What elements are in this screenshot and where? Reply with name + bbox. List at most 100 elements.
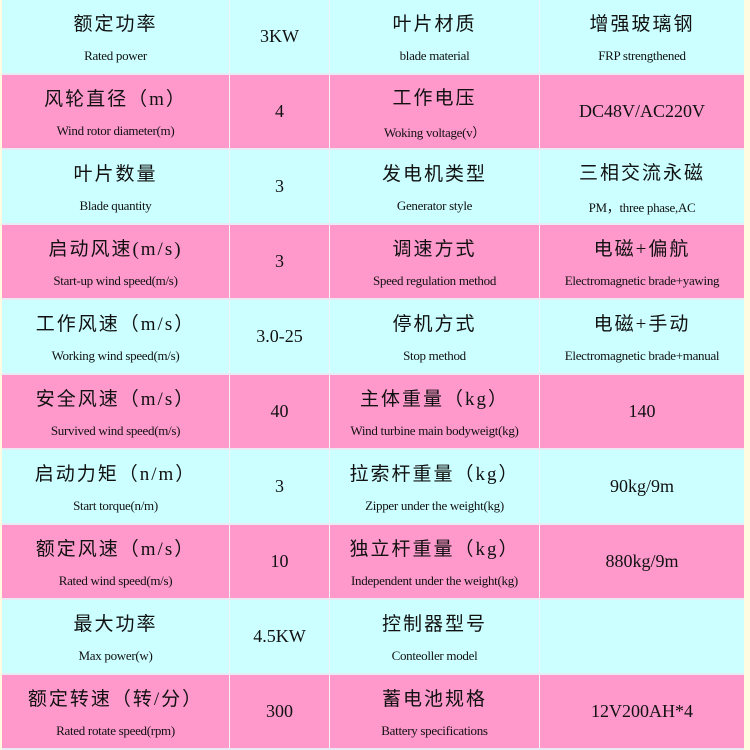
value-chinese: 三相交流永磁 bbox=[578, 162, 705, 184]
table-cell: 10 bbox=[230, 525, 330, 598]
table-row: 风轮直径（m） Wind rotor diameter(m) 4 工作电压 Woking… bbox=[2, 75, 744, 150]
table-cell: 启动力矩（n/m） Start torque(n/m) bbox=[2, 450, 230, 523]
table-cell: 工作电压 Woking voltage(v） bbox=[330, 75, 540, 148]
label-english: Wind rotor diameter(m) bbox=[56, 123, 175, 138]
table-row: 额定功率 Rated power 3KW 叶片材质 blade material 增强玻璃… bbox=[2, 0, 744, 75]
table-cell: 三相交流永磁 PM，three phase,AC bbox=[540, 150, 744, 223]
label-english: Blade quantity bbox=[79, 198, 152, 213]
table-cell bbox=[540, 600, 744, 673]
table-cell: 蓄电池规格 Battery specifications bbox=[330, 675, 540, 748]
label-english: Speed regulation method bbox=[372, 273, 497, 288]
table-cell: 最大功率 Max power(w) bbox=[2, 600, 230, 673]
label-english: Start-up wind speed(m/s) bbox=[53, 273, 178, 288]
label-chinese: 风轮直径（m） bbox=[44, 89, 187, 110]
table-cell: DC48V/AC220V bbox=[540, 75, 744, 148]
label-chinese: 额定转速（转/分） bbox=[27, 689, 204, 710]
value-english: 880kg/9m bbox=[605, 551, 679, 571]
label-chinese: 工作风速（m/s） bbox=[35, 314, 196, 335]
value-english: DC48V/AC220V bbox=[578, 101, 705, 121]
table-cell: 独立杆重量（kg） Independent under the weight(kg… bbox=[330, 525, 540, 598]
label-chinese: 额定功率 bbox=[73, 14, 158, 35]
value: 300 bbox=[266, 701, 293, 721]
label-english: Max power(w) bbox=[78, 648, 153, 663]
table-cell: 300 bbox=[230, 675, 330, 748]
label-chinese: 停机方式 bbox=[392, 314, 477, 335]
value: 40 bbox=[270, 401, 289, 421]
table-cell: 主体重量（kg） Wind turbine main bodyweigt(kg) bbox=[330, 375, 540, 448]
value: 3KW bbox=[260, 26, 299, 46]
table-cell: 880kg/9m bbox=[540, 525, 744, 598]
table-row: 启动风速(m/s) Start-up wind speed(m/s) 3 调速方式 Sp… bbox=[2, 225, 744, 300]
label-english: Woking voltage(v） bbox=[383, 124, 486, 140]
label-chinese: 最大功率 bbox=[73, 614, 158, 635]
label-english: Conteoller model bbox=[391, 648, 478, 663]
label-english: Rated power bbox=[84, 48, 147, 63]
table-cell: 12V200AH*4 bbox=[540, 675, 744, 748]
label-chinese: 控制器型号 bbox=[381, 614, 487, 635]
label-english: Survived wind speed(m/s) bbox=[50, 423, 181, 438]
value: 4 bbox=[275, 101, 284, 121]
label-chinese: 启动力矩（n/m） bbox=[34, 464, 197, 485]
table-cell: 4 bbox=[230, 75, 330, 148]
label-chinese: 启动风速(m/s) bbox=[48, 239, 183, 260]
table-cell: 90kg/9m bbox=[540, 450, 744, 523]
table-row: 安全风速（m/s） Survived wind speed(m/s) 40 主体重量（… bbox=[2, 375, 744, 450]
label-english: Start torque(n/m) bbox=[73, 498, 158, 513]
value-english: PM，three phase,AC bbox=[588, 199, 696, 215]
table-cell: 140 bbox=[540, 375, 744, 448]
value-english: Electromagnetic brade+manual bbox=[564, 348, 720, 363]
label-chinese: 拉索杆重量（kg） bbox=[349, 464, 520, 485]
value-english: Electromagnetic brade+yawing bbox=[564, 273, 720, 288]
label-chinese: 蓄电池规格 bbox=[381, 689, 487, 710]
table-row: 叶片数量 Blade quantity 3 发电机类型 Generator style 三… bbox=[2, 150, 744, 225]
label-english: Zipper under the weight(kg) bbox=[365, 498, 504, 513]
table-cell: 3KW bbox=[230, 0, 330, 73]
label-chinese: 调速方式 bbox=[392, 239, 477, 260]
table-row: 启动力矩（n/m） Start torque(n/m) 3 拉索杆重量（kg） Zipp… bbox=[2, 450, 744, 525]
label-chinese: 安全风速（m/s） bbox=[35, 389, 196, 410]
value-chinese: 电磁+偏航 bbox=[593, 239, 691, 260]
table-row: 额定转速（转/分） Rated rotate speed(rpm) 300 蓄电池规格… bbox=[2, 675, 744, 750]
table-cell: 启动风速(m/s) Start-up wind speed(m/s) bbox=[2, 225, 230, 298]
label-chinese: 工作电压 bbox=[392, 87, 477, 109]
table-cell: 安全风速（m/s） Survived wind speed(m/s) bbox=[2, 375, 230, 448]
label-english: Rated wind speed(m/s) bbox=[58, 573, 173, 588]
table-cell: 调速方式 Speed regulation method bbox=[330, 225, 540, 298]
value: 4.5KW bbox=[253, 626, 306, 646]
label-chinese: 发电机类型 bbox=[381, 164, 487, 185]
value-english: FRP strengthened bbox=[598, 48, 686, 63]
label-chinese: 主体重量（kg） bbox=[359, 389, 509, 410]
table-cell: 发电机类型 Generator style bbox=[330, 150, 540, 223]
label-english: blade material bbox=[399, 48, 470, 63]
value-english: 90kg/9m bbox=[609, 476, 674, 496]
table-row: 工作风速（m/s） Working wind speed(m/s) 3.0-25 停机… bbox=[2, 300, 744, 375]
table-cell: 电磁+偏航 Electromagnetic brade+yawing bbox=[540, 225, 744, 298]
value-english: 140 bbox=[628, 401, 656, 421]
value: 3 bbox=[275, 176, 284, 196]
table-cell: 3 bbox=[230, 225, 330, 298]
label-english: Independent under the weight(kg) bbox=[351, 573, 518, 588]
value: 3.0-25 bbox=[256, 326, 303, 346]
table-cell: 增强玻璃钢 FRP strengthened bbox=[540, 0, 744, 73]
table-cell: 40 bbox=[230, 375, 330, 448]
value-english: 12V200AH*4 bbox=[591, 701, 693, 721]
table-cell: 风轮直径（m） Wind rotor diameter(m) bbox=[2, 75, 230, 148]
label-chinese: 叶片数量 bbox=[73, 164, 158, 185]
value: 3 bbox=[275, 476, 284, 496]
table-cell: 停机方式 Stop method bbox=[330, 300, 540, 373]
table-cell: 拉索杆重量（kg） Zipper under the weight(kg) bbox=[330, 450, 540, 523]
label-chinese: 叶片材质 bbox=[392, 14, 477, 35]
label-chinese: 独立杆重量（kg） bbox=[349, 539, 520, 560]
table-cell: 额定功率 Rated power bbox=[2, 0, 230, 73]
label-english: Rated rotate speed(rpm) bbox=[56, 723, 175, 738]
value-chinese: 电磁+手动 bbox=[593, 314, 691, 335]
table-cell: 3 bbox=[230, 450, 330, 523]
value: 10 bbox=[270, 551, 289, 571]
table-cell: 4.5KW bbox=[230, 600, 330, 673]
table-cell: 3.0-25 bbox=[230, 300, 330, 373]
table-row: 额定风速（m/s） Rated wind speed(m/s) 10 独立杆重量（kg… bbox=[2, 525, 744, 600]
label-english: Working wind speed(m/s) bbox=[51, 348, 180, 363]
value-chinese: 增强玻璃钢 bbox=[589, 14, 695, 35]
table-cell: 3 bbox=[230, 150, 330, 223]
